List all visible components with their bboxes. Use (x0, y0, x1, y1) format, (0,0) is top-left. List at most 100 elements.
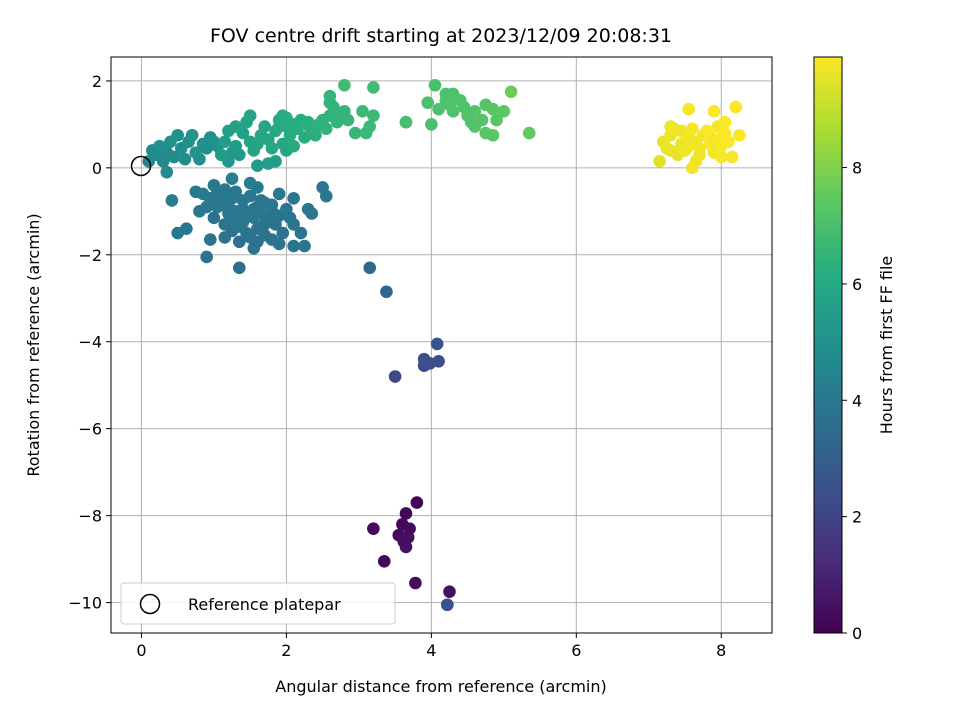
data-point (689, 155, 703, 168)
y-axis-label: Rotation from reference (arcmin) (24, 213, 43, 476)
colorbar-gradient (813, 56, 843, 634)
data-point (486, 128, 500, 142)
y-tick-label: −2 (78, 246, 102, 265)
data-point (377, 554, 391, 568)
data-point (685, 122, 699, 136)
colorbar-ticks: 0 2 4 6 8 (842, 159, 862, 643)
colorbar-tick-label: 4 (852, 391, 862, 410)
x-axis-ticks: 0 2 4 6 8 (136, 633, 726, 660)
x-tick-label: 6 (571, 641, 581, 660)
data-point (232, 235, 246, 249)
data-point (707, 105, 721, 118)
plot-area: 0 2 4 6 8 2 0 −2 −4 −6 −8 −10 (68, 56, 773, 660)
data-point (401, 531, 415, 544)
data-point (410, 496, 424, 509)
data-point (258, 228, 271, 242)
x-tick-label: 4 (426, 641, 436, 660)
data-point (276, 226, 290, 240)
data-point (682, 102, 695, 116)
legend: Reference platepar (120, 582, 396, 625)
data-point (229, 185, 242, 199)
data-point (160, 165, 174, 179)
plot-frame (110, 56, 773, 634)
data-point (399, 507, 413, 520)
data-point (200, 250, 213, 264)
data-point (269, 155, 282, 168)
data-point (207, 211, 221, 225)
data-point (287, 218, 300, 231)
data-point (490, 113, 503, 127)
data-point (363, 261, 377, 275)
data-point (714, 150, 728, 164)
colorbar-label: Hours from first FF file (877, 256, 896, 435)
data-point (265, 198, 279, 212)
data-point (367, 522, 380, 535)
y-tick-label: −4 (78, 333, 102, 352)
data-point (421, 96, 435, 109)
data-point (486, 102, 500, 116)
data-point (276, 137, 290, 151)
data-point (440, 598, 454, 612)
data-point (180, 222, 193, 236)
data-point (287, 139, 300, 153)
data-point (338, 78, 351, 92)
data-point (380, 285, 393, 299)
x-tick-label: 8 (716, 641, 726, 660)
data-point (718, 115, 732, 129)
data-point (363, 120, 377, 133)
data-point (165, 194, 179, 207)
data-point (203, 233, 217, 246)
data-point (251, 159, 264, 172)
x-tick-label: 2 (281, 641, 291, 660)
data-point (522, 126, 536, 140)
data-point (700, 124, 714, 138)
data-point (443, 585, 456, 599)
data-point (178, 152, 192, 166)
data-point (475, 113, 489, 127)
data-point (243, 189, 257, 203)
data-point (229, 205, 242, 218)
data-point (236, 126, 250, 140)
data-point (287, 118, 300, 131)
data-point (388, 370, 402, 383)
data-point (341, 113, 355, 127)
data-point (428, 78, 442, 92)
data-point (218, 183, 232, 196)
data-point (367, 109, 380, 122)
colorbar-tick-label: 6 (852, 275, 862, 294)
data-point (153, 139, 166, 153)
data-point (258, 120, 271, 133)
data-point (319, 189, 333, 203)
data-points (142, 78, 746, 612)
y-tick-label: 0 (92, 159, 102, 178)
data-point (468, 105, 482, 118)
chart-title: FOV centre drift starting at 2023/12/09 … (210, 25, 672, 47)
y-tick-label: −8 (78, 507, 102, 526)
colorbar: 0 2 4 6 8 Hours from first FF file (813, 56, 896, 643)
y-axis-ticks: 2 0 −2 −4 −6 −8 −10 (68, 72, 111, 613)
colorbar-tick-label: 8 (852, 159, 862, 178)
data-point (229, 139, 242, 153)
data-point (729, 100, 743, 114)
y-tick-label: −10 (68, 594, 102, 613)
data-point (367, 81, 380, 94)
data-point (232, 220, 246, 233)
data-point (225, 172, 239, 186)
data-point (348, 126, 362, 140)
data-point (247, 211, 261, 225)
data-point (171, 128, 184, 142)
data-point (214, 148, 228, 162)
x-tick-label: 0 (136, 641, 146, 660)
data-point (211, 200, 224, 214)
data-point (298, 239, 311, 253)
x-axis-label: Angular distance from reference (arcmin) (275, 677, 606, 696)
data-point (167, 150, 181, 164)
data-point (425, 118, 438, 131)
data-point (399, 540, 413, 554)
data-point (464, 115, 478, 129)
data-point (301, 202, 315, 216)
data-point (733, 128, 746, 142)
data-point (504, 85, 518, 99)
data-point (265, 141, 279, 155)
